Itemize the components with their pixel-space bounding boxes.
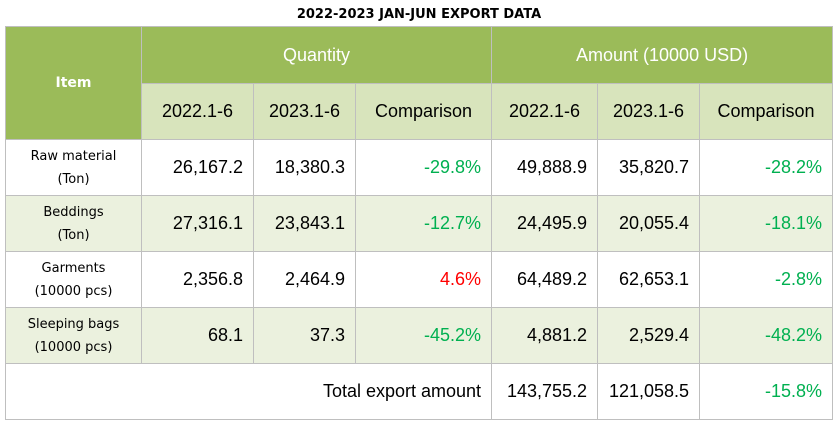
subheader-q-2022: 2022.1-6: [141, 83, 254, 140]
table-row: Raw material (Ton) 26,167.2 18,380.3 -29.…: [5, 139, 834, 196]
cell-q-2022: 2,356.8: [141, 251, 254, 308]
cell-a-2023: 35,820.7: [597, 139, 701, 196]
cell-q-comparison: -29.8%: [354, 139, 493, 196]
row-label: Garments (10000 pcs): [5, 251, 142, 308]
export-data-table: Item Quantity Amount (10000 USD) 2022.1-…: [4, 26, 834, 420]
row-label: Raw material (Ton): [5, 139, 142, 196]
cell-a-2022: 64,489.2: [491, 251, 599, 308]
row-unit: (10000 pcs): [34, 283, 113, 299]
row-name: Sleeping bags: [27, 316, 120, 332]
cell-a-2023: 2,529.4: [597, 307, 701, 364]
row-name: Beddings: [43, 204, 104, 220]
header-amount: Amount (10000 USD): [491, 26, 834, 84]
table-row: Sleeping bags (10000 pcs) 68.1 37.3 -45.2…: [5, 307, 834, 364]
total-a-2022: 143,755.2: [491, 363, 599, 420]
subheader-a-2023: 2023.1-6: [597, 83, 701, 140]
row-label: Sleeping bags (10000 pcs): [5, 307, 142, 364]
row-label: Beddings (Ton): [5, 195, 142, 252]
cell-q-2023: 2,464.9: [253, 251, 356, 308]
table-title: 2022-2023 JAN-JUN EXPORT DATA: [296, 7, 542, 22]
cell-a-comparison: -28.2%: [699, 139, 834, 196]
subheader-row: 2022.1-6 2023.1-6 Comparison 2022.1-6 20…: [6, 83, 834, 140]
cell-q-comparison: 4.6%: [354, 251, 493, 308]
total-label: Total export amount: [4, 363, 493, 420]
row-unit: (Ton): [57, 227, 90, 243]
cell-q-2022: 27,316.1: [141, 195, 254, 252]
row-unit: (10000 pcs): [34, 339, 113, 355]
header-item: Item: [5, 26, 142, 140]
row-name: Garments: [41, 260, 106, 276]
total-a-comparison: -15.8%: [699, 363, 834, 420]
cell-a-comparison: -18.1%: [699, 195, 834, 252]
subheader-a-2022: 2022.1-6: [491, 83, 599, 140]
cell-a-comparison: -2.8%: [699, 251, 834, 308]
header-row: Item Quantity Amount (10000 USD): [5, 26, 834, 140]
cell-q-2023: 37.3: [253, 307, 356, 364]
table-row: Garments (10000 pcs) 2,356.8 2,464.9 4.6%…: [5, 251, 834, 308]
cell-a-2023: 20,055.4: [597, 195, 701, 252]
cell-q-2022: 26,167.2: [141, 139, 254, 196]
total-row: Total export amount 143,755.2 121,058.5 …: [4, 363, 834, 420]
cell-q-2023: 18,380.3: [253, 139, 356, 196]
cell-q-comparison: -12.7%: [354, 195, 493, 252]
header-quantity: Quantity: [140, 26, 493, 84]
cell-a-2023: 62,653.1: [597, 251, 701, 308]
cell-q-2023: 23,843.1: [253, 195, 356, 252]
table-row: Beddings (Ton) 27,316.1 23,843.1 -12.7% 2…: [5, 195, 834, 252]
row-name: Raw material: [30, 148, 117, 164]
cell-q-2022: 68.1: [141, 307, 254, 364]
total-a-2023: 121,058.5: [597, 363, 701, 420]
subheader-q-comparison: Comparison: [354, 83, 493, 140]
cell-a-2022: 24,495.9: [491, 195, 599, 252]
cell-a-2022: 4,881.2: [491, 307, 599, 364]
cell-a-comparison: -48.2%: [699, 307, 834, 364]
subheader-q-2023: 2023.1-6: [253, 83, 356, 140]
row-unit: (Ton): [57, 171, 90, 187]
cell-q-comparison: -45.2%: [354, 307, 493, 364]
subheader-a-comparison: Comparison: [699, 83, 834, 140]
cell-a-2022: 49,888.9: [491, 139, 599, 196]
